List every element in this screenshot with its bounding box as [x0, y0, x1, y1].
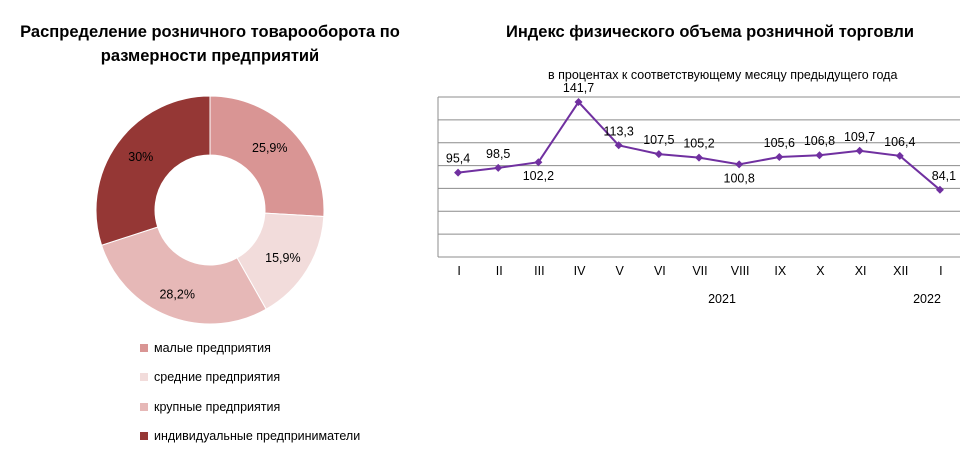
- x-tick-label: I: [457, 264, 460, 278]
- data-label: 141,7: [563, 81, 594, 95]
- data-label: 107,5: [643, 133, 674, 147]
- legend-swatch: [140, 343, 148, 352]
- data-label: 84,1: [932, 169, 956, 183]
- x-tick-label: VI: [654, 264, 666, 278]
- data-point: [775, 153, 784, 162]
- legend-item: средние предприятия: [140, 363, 360, 393]
- data-label: 102,2: [523, 169, 554, 183]
- donut-chart-title: Распределение розничного товарооборота п…: [20, 23, 400, 65]
- data-point: [895, 151, 904, 160]
- data-point: [735, 160, 744, 169]
- data-point: [574, 98, 583, 107]
- legend-label: малые предприятия: [154, 340, 271, 355]
- x-tick-label: IX: [774, 264, 786, 278]
- x-tick-label: III: [534, 264, 544, 278]
- data-label: 105,2: [683, 137, 714, 151]
- x-tick-label: VII: [692, 264, 707, 278]
- data-point: [454, 168, 463, 177]
- data-point: [815, 151, 824, 160]
- data-point: [654, 150, 663, 159]
- data-label: 105,6: [764, 136, 795, 150]
- legend-label: крупные предприятия: [154, 399, 281, 414]
- x-tick-label: I: [939, 264, 942, 278]
- legend-swatch: [140, 432, 148, 441]
- data-label: 109,7: [844, 130, 875, 144]
- legend-label: индивидуальные предприниматели: [154, 429, 361, 444]
- legend-swatch: [140, 402, 148, 411]
- data-point: [935, 185, 944, 194]
- x-tick-label: VIII: [731, 264, 750, 278]
- x-tick-label: XI: [855, 264, 867, 278]
- x-tick-label: V: [616, 264, 625, 278]
- legend-swatch: [140, 373, 148, 382]
- data-label: 98,5: [486, 147, 510, 161]
- legend-label: средние предприятия: [154, 370, 281, 385]
- data-label: 100,8: [724, 171, 755, 185]
- data-label: 113,3: [604, 124, 634, 138]
- legend-item: крупные предприятия: [140, 392, 360, 422]
- data-point: [534, 158, 543, 167]
- data-point: [494, 163, 503, 172]
- x-tick-label: XII: [893, 264, 908, 278]
- donut-slice: [100, 226, 267, 325]
- donut-slice-label: 30%: [128, 150, 153, 164]
- data-point: [695, 153, 703, 162]
- x-tick-label: IV: [574, 264, 586, 278]
- year-label-2022: 2022: [913, 292, 941, 306]
- data-label: 106,8: [804, 134, 835, 148]
- donut-slice: [95, 95, 211, 246]
- line-chart-subtitle: в процентах к соответствующему месяцу пр…: [548, 68, 898, 82]
- year-label-2021: 2021: [708, 292, 736, 306]
- data-label: 106,4: [884, 135, 915, 149]
- legend-item: малые предприятия: [140, 333, 360, 363]
- donut-slice-label: 28,2%: [159, 287, 194, 301]
- legend-item: индивидуальные предприниматели: [140, 422, 360, 452]
- donut-slice-label: 15,9%: [265, 251, 300, 265]
- data-label: 95,4: [446, 152, 470, 166]
- line-chart-title: Индекс физического объема розничной торг…: [505, 23, 915, 41]
- donut-legend: малые предприятия средние предприятия круп…: [140, 333, 360, 451]
- x-tick-label: X: [816, 264, 825, 278]
- data-point: [855, 146, 864, 155]
- x-tick-label: II: [496, 264, 503, 278]
- data-point: [614, 141, 623, 150]
- donut-slice-label: 25,9%: [252, 141, 287, 155]
- donut-slice: [209, 95, 325, 217]
